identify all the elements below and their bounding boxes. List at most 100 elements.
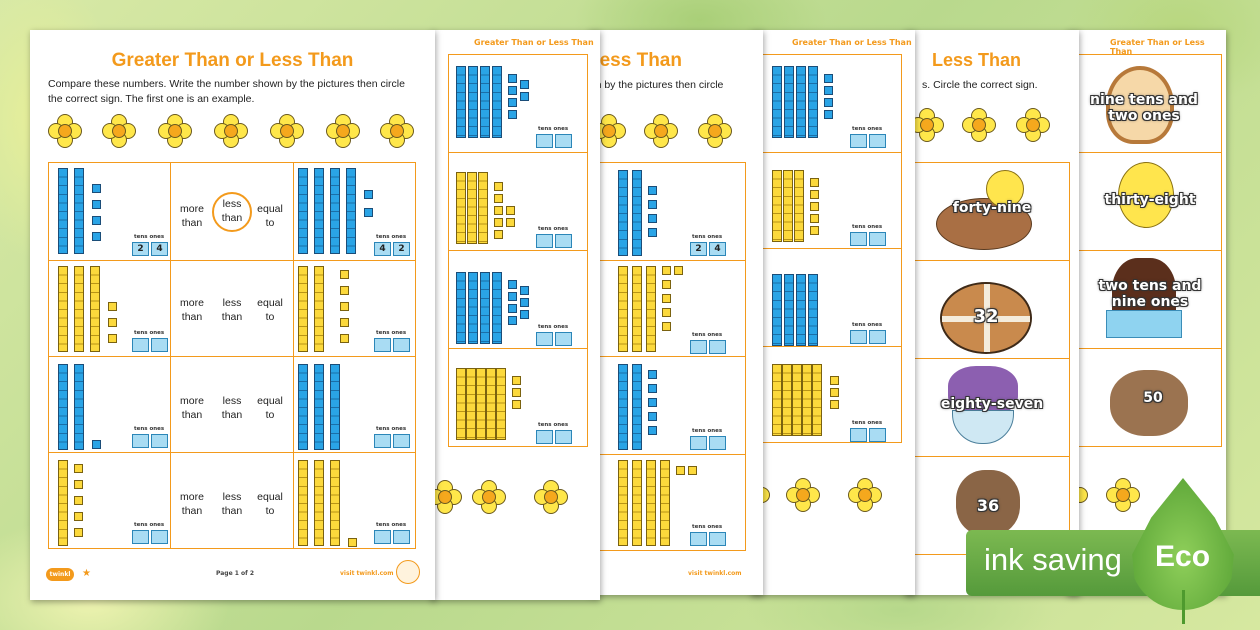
daffodil-icon [1106,478,1140,512]
tens-box[interactable] [374,530,391,544]
tens-box[interactable] [132,434,149,448]
ones-box[interactable]: 4 [709,242,726,256]
ten-rod [74,168,84,254]
tens-box[interactable] [690,532,707,546]
ten-rod [812,364,822,436]
ones-box[interactable] [709,436,726,450]
one-cube [508,110,517,119]
option-less-than[interactable]: less than [221,297,243,323]
tens-ones-label: tens ones [692,234,723,240]
ones-box[interactable] [869,330,886,344]
one-cube [662,294,671,303]
worksheet-page-4: Greater Than or Less Than tens ones tens… [750,30,915,595]
one-cube [108,318,117,327]
tens-box[interactable] [536,134,553,148]
ones-box[interactable] [555,234,572,248]
ones-box[interactable] [151,434,168,448]
label-thirty-six: 36 [976,496,1000,515]
ones-box[interactable]: 4 [151,242,168,256]
ones-box[interactable] [869,428,886,442]
ones-box[interactable]: 2 [393,242,410,256]
ten-rod [784,274,794,346]
ten-rod [298,460,308,546]
ten-rod [314,364,324,450]
label-forty-nine: forty-nine [952,200,1032,216]
tens-box[interactable]: 4 [374,242,391,256]
tens-box[interactable] [690,340,707,354]
tens-ones-label: tens ones [134,234,165,240]
tens-box[interactable] [850,134,867,148]
option-equal-to[interactable]: equal to [257,203,283,229]
option-equal-to[interactable]: equal to [257,395,283,421]
tens-box[interactable] [536,234,553,248]
tens-box[interactable] [850,428,867,442]
option-more-than[interactable]: more than [180,395,204,421]
instructions: s. Circle the correct sign. [922,79,1038,91]
tens-box[interactable] [132,338,149,352]
ten-rod [660,460,670,546]
one-cube [340,334,349,343]
one-cube [108,334,117,343]
daffodil-icon [430,480,462,514]
ones-box[interactable] [555,134,572,148]
one-cube [648,214,657,223]
ten-rod [646,266,656,352]
one-cube [340,318,349,327]
option-equal-to[interactable]: equal to [257,297,283,323]
option-more-than[interactable]: more than [180,491,204,517]
tens-box[interactable] [132,530,149,544]
ones-box[interactable] [555,332,572,346]
one-cube [508,292,517,301]
one-cube [74,464,83,473]
twinkl-logo[interactable]: twinkl [46,568,74,581]
daffodil-icon [1016,108,1050,142]
ten-rod [74,364,84,450]
page-number: Page 1 of 2 [216,570,254,577]
ones-box[interactable] [393,530,410,544]
option-more-than[interactable]: more than [180,297,204,323]
tens-box[interactable]: 2 [690,242,707,256]
tens-box[interactable] [536,332,553,346]
option-equal-to[interactable]: equal to [257,491,283,517]
one-cube [74,512,83,521]
one-cube [364,208,373,217]
tens-box[interactable] [690,436,707,450]
tens-box[interactable] [850,232,867,246]
tens-box[interactable] [374,338,391,352]
ten-rod [772,274,782,346]
one-cube [648,398,657,407]
one-cube [508,74,517,83]
one-cube [92,440,101,449]
page-title: Less Than [588,50,682,71]
worksheet-page-6: Greater Than or Less Than nine tens and … [1066,30,1226,595]
tens-box[interactable] [536,430,553,444]
option-less-than[interactable]: less than [221,395,243,421]
ones-box[interactable] [869,232,886,246]
ones-box[interactable] [151,530,168,544]
tens-ones-label: tens ones [852,224,883,230]
ones-box[interactable] [709,340,726,354]
tens-ones-label: tens ones [538,324,569,330]
ones-box[interactable] [709,532,726,546]
one-cube [810,190,819,199]
footer-url[interactable]: visit twinkl.com [688,570,742,577]
tens-box[interactable] [850,330,867,344]
ten-rod [496,368,506,440]
ones-box[interactable] [393,338,410,352]
tens-box[interactable] [374,434,391,448]
ten-rod [802,364,812,436]
ones-box[interactable] [869,134,886,148]
one-cube [648,384,657,393]
footer-url[interactable]: visit twinkl.com [340,570,394,577]
option-less-than[interactable]: less than [221,198,243,224]
ones-box[interactable] [555,430,572,444]
option-more-than[interactable]: more than [180,203,204,229]
one-cube [508,280,517,289]
tens-box[interactable]: 2 [132,242,149,256]
label-fifty: 50 [1143,390,1163,406]
daffodil-icon [962,108,996,142]
worksheet-page-1: Greater Than or Less Than Compare these … [30,30,435,600]
ones-box[interactable] [151,338,168,352]
option-less-than[interactable]: less than [221,491,243,517]
ones-box[interactable] [393,434,410,448]
